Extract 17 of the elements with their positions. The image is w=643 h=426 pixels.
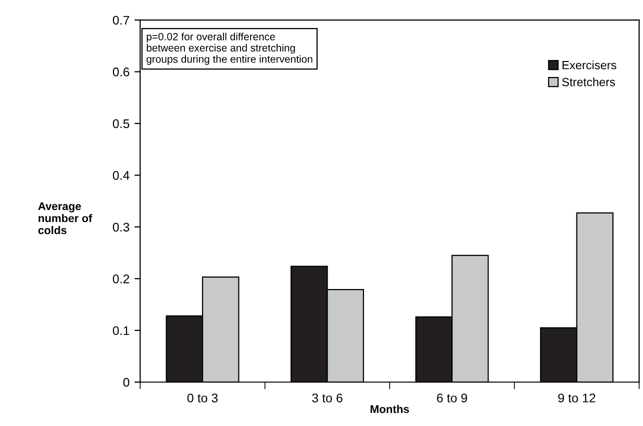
- x-tick-label: 9 to 12: [558, 394, 596, 402]
- y-tick-label: 0: [123, 378, 130, 387]
- x-axis-title: Months: [370, 404, 409, 414]
- y-axis-title: Average number of colds: [38, 202, 92, 234]
- y-tick-label: 0.4: [112, 171, 130, 180]
- annotation: p=0.02 for overall difference between exercise and stretching groups during the entire intervention: [146, 32, 312, 65]
- y-tick-label: 0.3: [112, 222, 130, 232]
- y-tick-label: 0.6: [112, 68, 130, 76]
- legend-label: Exercisers: [562, 60, 616, 70]
- y-tick-label: 0.7: [112, 16, 130, 25]
- x-tick-label: 0 to 3: [187, 394, 218, 402]
- x-tick-label: 6 to 9: [437, 394, 468, 402]
- y-tick-label: 0.2: [112, 274, 130, 284]
- x-tick-label: 3 to 6: [312, 394, 342, 402]
- y-tick-label: 0.1: [112, 326, 130, 336]
- y-tick-label: 0.5: [112, 119, 130, 128]
- legend-label: Stretchers: [562, 78, 615, 86]
